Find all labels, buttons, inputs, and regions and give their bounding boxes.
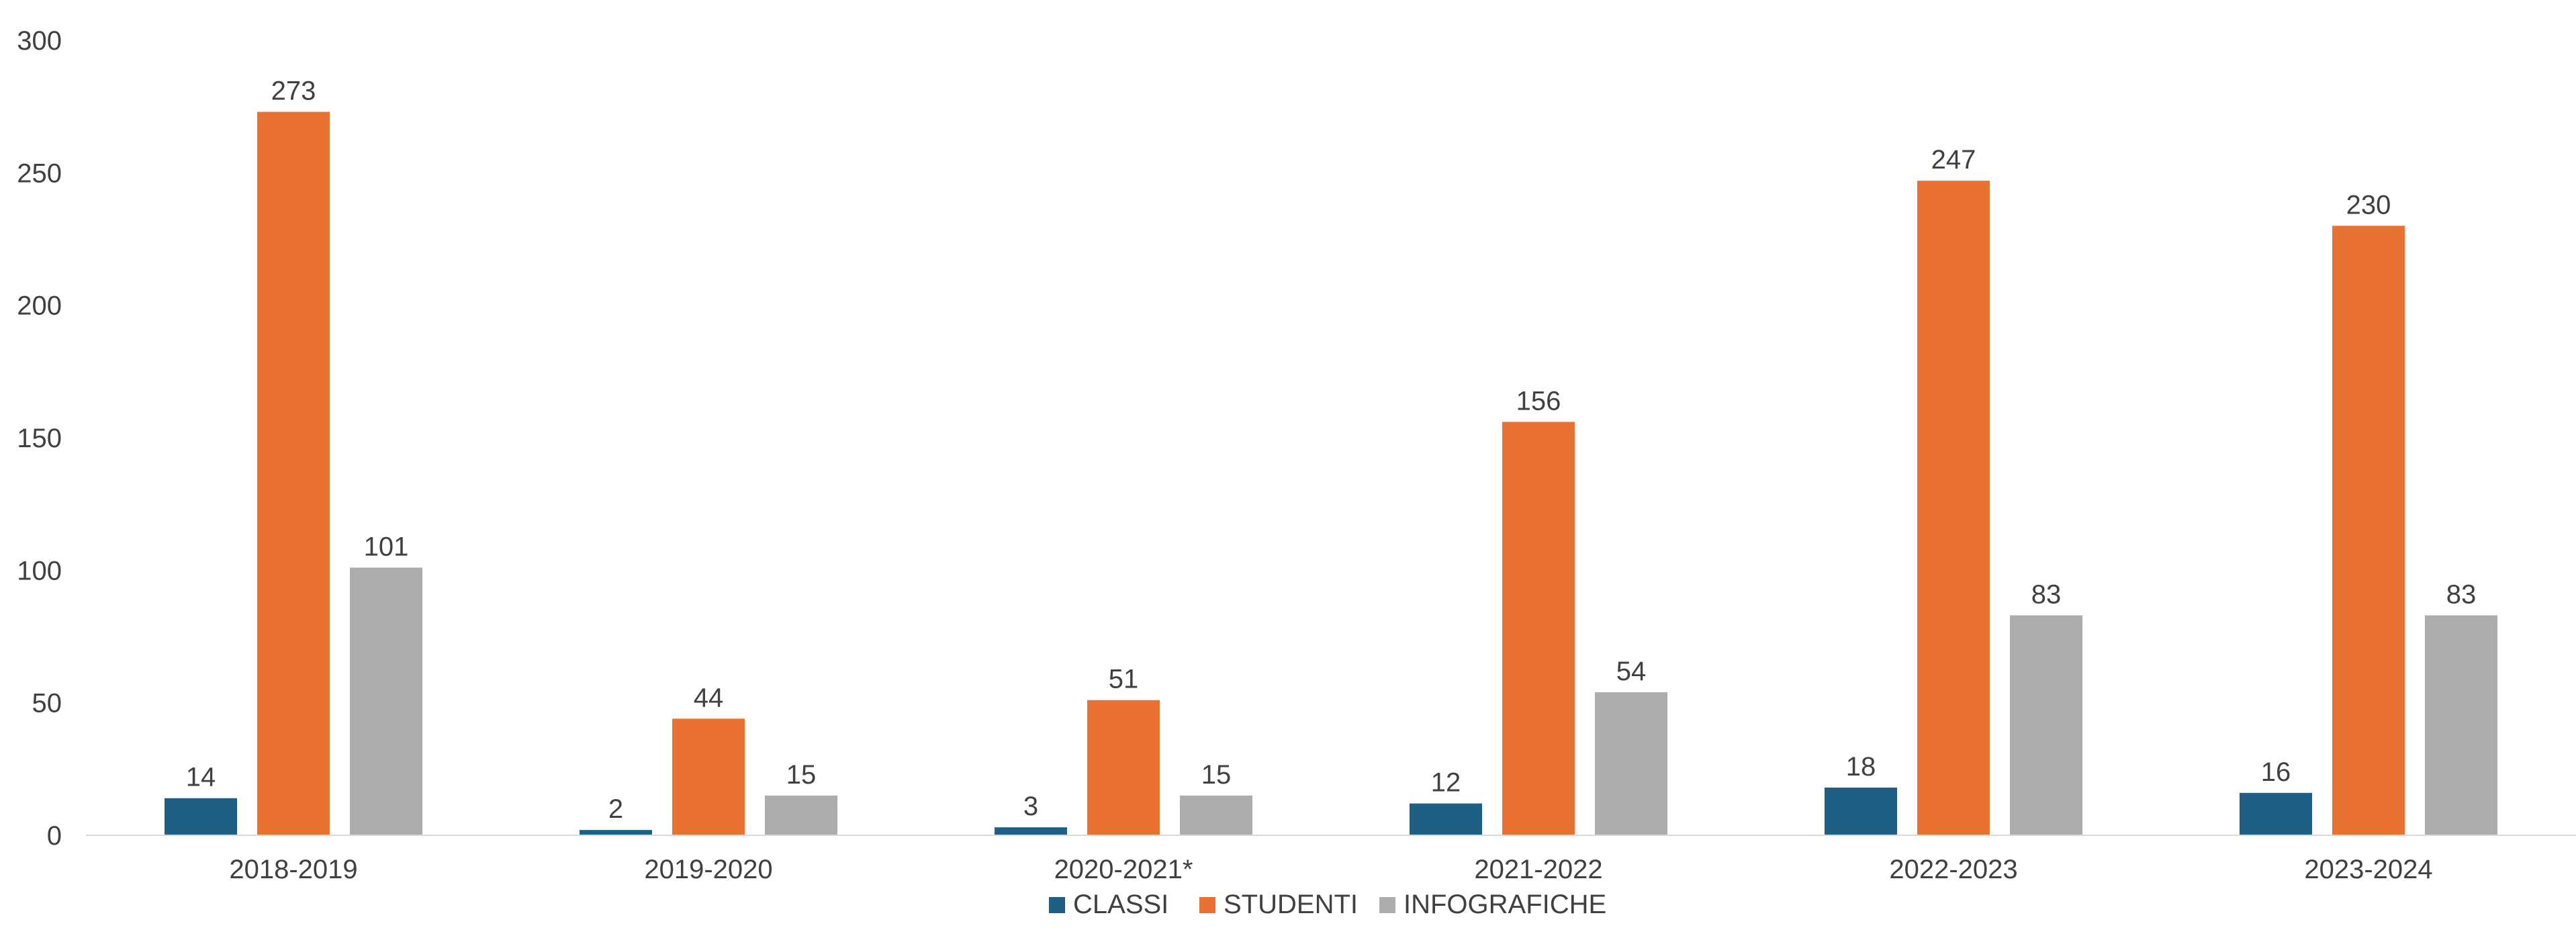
data-label: 44 bbox=[694, 683, 724, 712]
data-label: 83 bbox=[2031, 579, 2062, 609]
bar-infografiche bbox=[350, 567, 422, 835]
x-tick-label: 2020-2021* bbox=[1054, 855, 1193, 884]
bar-infografiche bbox=[1180, 795, 1252, 835]
y-tick-label: 150 bbox=[17, 424, 62, 453]
x-tick-label: 2018-2019 bbox=[229, 855, 357, 884]
bar-infografiche bbox=[2010, 615, 2082, 835]
y-tick-label: 100 bbox=[17, 556, 62, 586]
data-label: 83 bbox=[2446, 579, 2477, 609]
data-label: 156 bbox=[1516, 386, 1561, 416]
bar-classi bbox=[580, 830, 652, 835]
bar-infografiche bbox=[2425, 615, 2497, 835]
legend-label-studenti: STUDENTI bbox=[1224, 890, 1358, 919]
data-label: 247 bbox=[1931, 145, 1976, 175]
bar-infografiche bbox=[765, 795, 837, 835]
bar-studenti bbox=[1502, 422, 1575, 835]
bar-classi bbox=[2240, 792, 2312, 835]
x-tick-label: 2019-2020 bbox=[644, 855, 772, 884]
legend: CLASSI STUDENTI INFOGRAFICHE bbox=[1049, 890, 1606, 919]
data-label: 15 bbox=[1201, 760, 1232, 790]
bar-classi bbox=[165, 798, 237, 835]
x-tick-label: 2021-2022 bbox=[1474, 855, 1602, 884]
bar-classi bbox=[1410, 803, 1482, 835]
bar-studenti bbox=[1917, 181, 1990, 835]
y-tick-label: 300 bbox=[17, 26, 62, 56]
data-label: 15 bbox=[786, 760, 817, 790]
data-label: 12 bbox=[1431, 768, 1461, 798]
data-label: 230 bbox=[2346, 190, 2391, 220]
y-tick-label: 0 bbox=[47, 821, 62, 851]
data-label: 51 bbox=[1109, 665, 1139, 694]
data-label: 101 bbox=[364, 532, 409, 561]
bar-studenti bbox=[672, 718, 745, 835]
bar-studenti bbox=[1087, 700, 1160, 835]
bar-studenti bbox=[257, 111, 330, 835]
y-tick-label: 200 bbox=[17, 291, 62, 321]
bar-studenti bbox=[2332, 226, 2405, 835]
y-tick-label: 250 bbox=[17, 158, 62, 188]
bar-infografiche bbox=[1595, 692, 1667, 835]
data-label: 14 bbox=[186, 763, 216, 792]
bar-classi bbox=[995, 827, 1067, 835]
y-tick-label: 50 bbox=[32, 689, 62, 718]
legend-swatch-infografiche bbox=[1379, 897, 1395, 913]
x-tick-label: 2022-2023 bbox=[1889, 855, 2017, 884]
data-label: 273 bbox=[271, 77, 316, 106]
legend-swatch-studenti bbox=[1199, 897, 1215, 913]
data-label: 3 bbox=[1023, 792, 1038, 821]
legend-label-infografiche: INFOGRAFICHE bbox=[1404, 890, 1606, 919]
legend-label-classi: CLASSI bbox=[1073, 890, 1168, 919]
x-tick-label: 2023-2024 bbox=[2304, 855, 2432, 884]
data-label: 16 bbox=[2261, 757, 2291, 787]
y-axis: 0 50 100 150 200 250 300 bbox=[17, 26, 62, 851]
x-axis: 2018-2019 2019-2020 2020-2021* 2021-2022 202… bbox=[229, 855, 2432, 884]
plot-area: 14 273 101 2 44 15 3 51 15 12 156 54 18 247 83 16 230 83 bbox=[165, 77, 2497, 835]
data-label: 2 bbox=[608, 794, 623, 824]
data-label: 54 bbox=[1616, 657, 1647, 686]
legend-swatch-classi bbox=[1049, 897, 1065, 913]
data-label: 18 bbox=[1846, 752, 1876, 782]
bar-classi bbox=[1825, 787, 1897, 835]
